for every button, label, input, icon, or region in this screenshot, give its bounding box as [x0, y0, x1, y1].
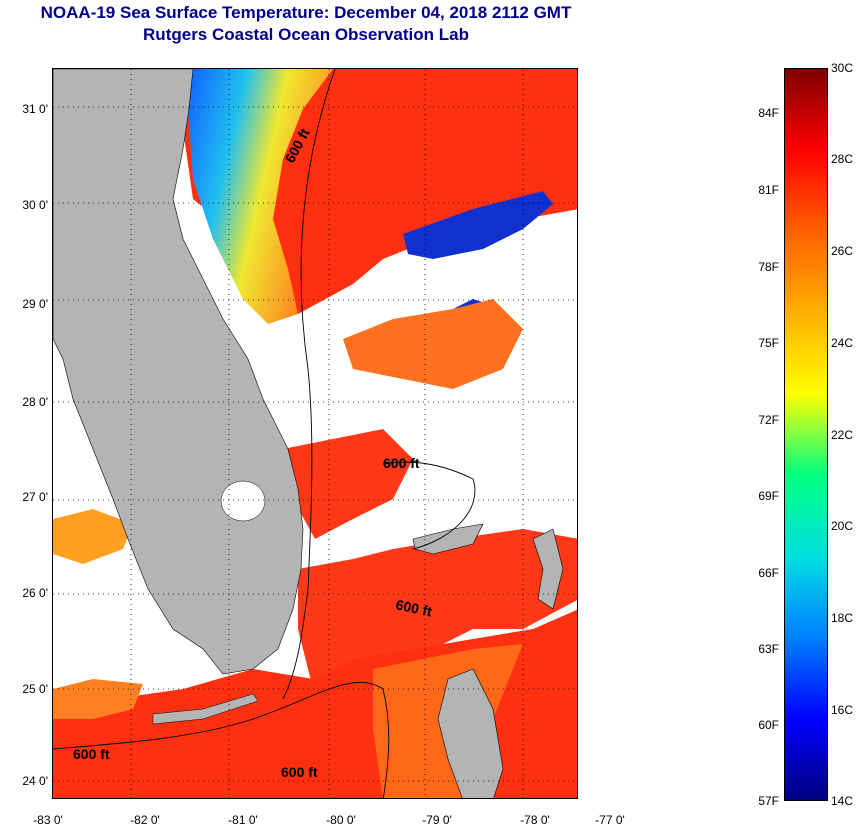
title-line-2: Rutgers Coastal Ocean Observation Lab [143, 25, 469, 44]
colorbar-f-label: 84F [758, 106, 779, 120]
colorbar-f-label: 60F [758, 718, 779, 732]
colorbar-c-label: 26C [831, 244, 854, 258]
orange-water-mid [343, 299, 523, 389]
colorbar-c-label: 16C [831, 703, 854, 717]
depth-label-bahamas: 600 ft [383, 455, 420, 471]
lon-label-77: -77 0' [595, 813, 625, 827]
lat-label-24: 24 0' [22, 774, 48, 788]
lon-label-79: -79 0' [422, 813, 452, 827]
sst-map: 600 ft 600 ft 600 ft 600 ft 600 ft [52, 68, 578, 799]
lat-label-27: 27 0' [22, 490, 48, 504]
temperature-colorbar [784, 68, 828, 801]
colorbar-f-label: 72F [758, 413, 779, 427]
colorbar-c-label: 14C [831, 794, 854, 808]
depth-label-southwest: 600 ft [73, 746, 110, 762]
lon-label-82: -82 0' [130, 813, 160, 827]
lon-label-83: -83 0' [33, 813, 63, 827]
colorbar-c-label: 20C [831, 519, 854, 533]
florida-land [53, 69, 304, 675]
lat-label-31: 31 0' [22, 102, 48, 116]
depth-contour-600ft-south [53, 681, 390, 798]
lon-label-81: -81 0' [228, 813, 258, 827]
red-water-straits [283, 429, 413, 539]
lon-label-80: -80 0' [326, 813, 356, 827]
depth-label-gulfstream: 600 ft [394, 596, 433, 619]
colorbar-c-label: 18C [831, 611, 854, 625]
graticule [53, 69, 577, 798]
colorbar-f-label: 57F [758, 794, 779, 808]
sst-map-image: 600 ft 600 ft 600 ft 600 ft 600 ft [53, 69, 577, 798]
bahamas-andros [437, 668, 504, 798]
colorbar-c-label: 22C [831, 428, 854, 442]
bahamas-grand [412, 523, 484, 555]
lat-label-30: 30 0' [22, 198, 48, 212]
colorbar-f-label: 81F [758, 183, 779, 197]
southwest-orange-patch [53, 679, 143, 719]
lat-label-29: 29 0' [22, 297, 48, 311]
coastal-gradient-water [188, 69, 333, 324]
lat-label-26: 26 0' [22, 586, 48, 600]
colorbar-f-label: 66F [758, 566, 779, 580]
lat-label-25: 25 0' [22, 682, 48, 696]
west-coast-patch [53, 509, 133, 564]
lake-okeechobee [220, 480, 266, 522]
lon-label-78: -78 0' [520, 813, 550, 827]
colorbar-c-label: 30C [831, 61, 854, 75]
depth-contour-600ft-bahamas [382, 461, 476, 550]
title-line-1: NOAA-19 Sea Surface Temperature: Decembe… [40, 3, 572, 22]
colorbar-f-label: 78F [758, 260, 779, 274]
colorbar-f-label: 69F [758, 489, 779, 503]
colorbar-c-label: 28C [831, 152, 854, 166]
depth-contour-600ft-east [282, 69, 336, 700]
colorbar-f-label: 63F [758, 642, 779, 656]
colorbar-c-label: 24C [831, 336, 854, 350]
cold-water-patch [403, 191, 553, 259]
florida-keys [152, 693, 259, 725]
red-water-gulfstream [298, 529, 577, 689]
colorbar-f-label: 75F [758, 336, 779, 350]
lat-label-28: 28 0' [22, 395, 48, 409]
depth-label-south: 600 ft [281, 764, 318, 780]
bahamas-abaco [532, 528, 564, 610]
